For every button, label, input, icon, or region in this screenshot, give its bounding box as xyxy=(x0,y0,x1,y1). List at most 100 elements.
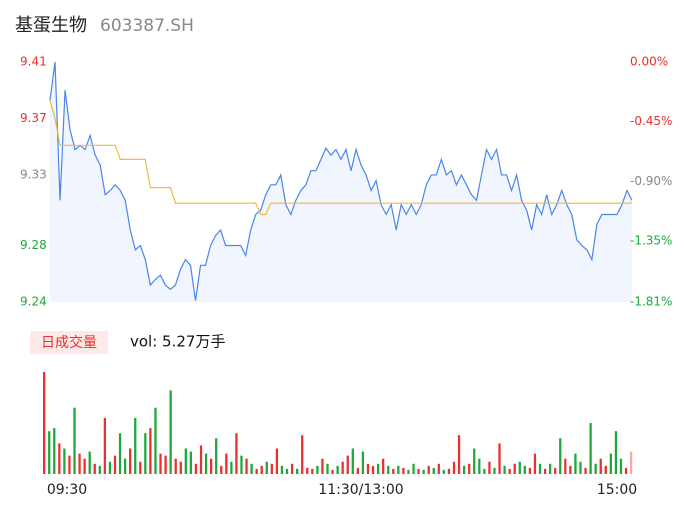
stock-name: 基蛋生物 xyxy=(15,15,87,36)
volume-bar xyxy=(194,463,198,474)
volume-bar xyxy=(584,467,587,474)
volume-bar xyxy=(129,448,132,474)
volume-bar xyxy=(336,465,339,474)
volume-bar xyxy=(113,455,117,474)
y-tick-label: 9.24 xyxy=(20,295,47,309)
volume-bar xyxy=(594,463,597,474)
volume-bar xyxy=(144,433,147,474)
volume-bar xyxy=(265,461,268,474)
volume-bar xyxy=(301,435,304,474)
volume-bar xyxy=(624,467,628,474)
volume-bar xyxy=(204,453,208,474)
volume-bar xyxy=(118,433,122,474)
y-tick-label: 9.28 xyxy=(20,238,47,252)
y2-tick-label: 0.00% xyxy=(630,55,668,69)
volume-bar xyxy=(235,433,238,474)
volume-bar xyxy=(619,458,623,474)
volume-bar xyxy=(103,417,107,474)
volume-bar xyxy=(230,461,233,474)
volume-bar xyxy=(488,461,491,474)
y-tick-label: 9.33 xyxy=(20,167,47,181)
volume-bar xyxy=(493,467,496,474)
volume-bar xyxy=(108,461,112,474)
volume-bar xyxy=(250,463,253,474)
volume-label: 日成交量 xyxy=(41,334,97,351)
volume-bar xyxy=(164,455,167,474)
volume-bar xyxy=(559,438,562,474)
volume-bar xyxy=(215,438,218,474)
volume-bar xyxy=(240,455,243,474)
volume-bar xyxy=(614,431,618,474)
volume-bar xyxy=(290,463,294,474)
volume-bar xyxy=(417,468,420,474)
volume-bar xyxy=(483,468,486,474)
volume-bar xyxy=(538,463,542,474)
average-line xyxy=(49,99,632,216)
volume-bar xyxy=(68,455,71,474)
volume-bar xyxy=(346,455,349,474)
volume-bar xyxy=(341,461,344,474)
y-tick-label: 9.41 xyxy=(20,55,47,69)
volume-bar xyxy=(599,458,602,474)
volume-bar xyxy=(462,465,466,474)
volume-bar xyxy=(579,461,582,474)
price-line xyxy=(49,61,633,301)
volume-bar xyxy=(98,465,101,474)
x-tick-label: 15:00 xyxy=(597,482,637,498)
volume-bar xyxy=(285,468,289,474)
stock-code: 603387.SH xyxy=(100,16,194,36)
volume-bar xyxy=(564,458,567,474)
y2-tick-label: -1.81% xyxy=(630,295,672,309)
volume-bar xyxy=(296,468,299,474)
y2-tick-label: -0.90% xyxy=(630,174,672,188)
volume-bar xyxy=(321,458,324,474)
y2-tick-label: -0.45% xyxy=(630,114,672,128)
volume-bar xyxy=(179,461,182,474)
volume-summary: vol: 5.27万手 xyxy=(130,333,225,351)
volume-bar xyxy=(412,463,415,474)
volume-bar xyxy=(528,467,532,474)
volume-bar xyxy=(513,463,516,474)
volume-bar xyxy=(376,463,380,474)
volume-bar xyxy=(574,453,577,474)
volume-bar xyxy=(473,448,476,474)
y-tick-label: 9.37 xyxy=(20,111,47,125)
volume-bar xyxy=(361,451,365,474)
volume-bar xyxy=(609,453,612,474)
volume-bar xyxy=(134,417,137,474)
volume-bar xyxy=(437,463,440,474)
volume-bar xyxy=(432,467,435,474)
volume-bar xyxy=(139,461,142,474)
x-tick-label: 09:30 xyxy=(47,482,87,498)
volume-bar xyxy=(73,407,76,474)
volume-bar xyxy=(189,451,193,474)
volume-bar xyxy=(554,467,557,474)
volume-bar xyxy=(407,469,410,474)
volume-bar xyxy=(220,465,223,474)
volume-bar xyxy=(48,431,51,474)
volume-bar xyxy=(306,467,309,474)
volume-bar xyxy=(447,468,451,474)
volume-bar xyxy=(422,469,425,474)
volume-bar xyxy=(366,463,370,474)
volume-bar xyxy=(280,465,284,474)
volume-bar xyxy=(270,463,273,474)
volume-bar xyxy=(149,428,152,474)
volume-bar xyxy=(199,445,203,474)
volume-bar xyxy=(533,453,537,474)
volume-bar xyxy=(245,458,248,474)
volume-bar xyxy=(326,463,329,474)
volume-bar xyxy=(397,465,400,474)
volume-bar xyxy=(387,465,390,474)
volume-bar xyxy=(43,372,46,474)
volume-bar xyxy=(58,443,61,474)
volume-bar xyxy=(543,468,547,474)
volume-bar xyxy=(275,448,279,474)
price-area xyxy=(50,62,632,302)
volume-bar xyxy=(452,461,456,474)
volume-bar xyxy=(78,453,81,474)
volume-bar xyxy=(457,435,461,474)
volume-bar xyxy=(331,469,334,474)
volume-bar xyxy=(498,443,501,474)
